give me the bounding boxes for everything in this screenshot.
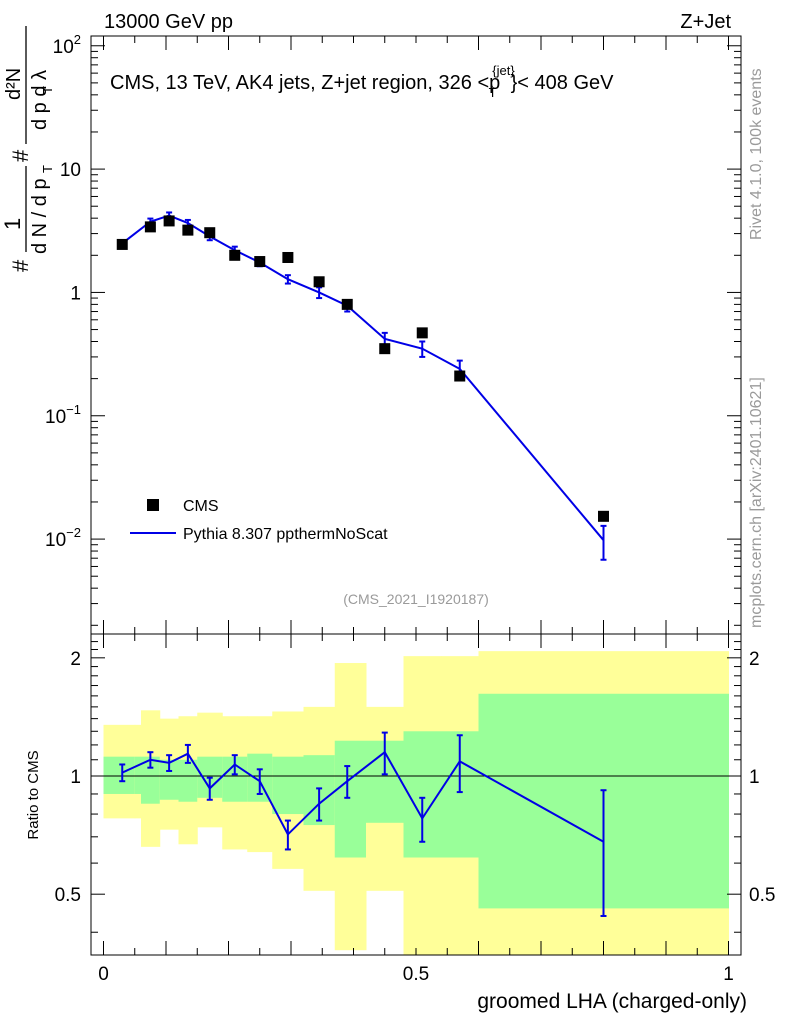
ratio-band-inner: [272, 756, 304, 815]
ratio-xtick-label: 0: [98, 964, 109, 985]
cms-data-point: [313, 276, 325, 288]
legend-cms-label: CMS: [183, 498, 219, 515]
rivet-label: Rivet 4.1.0, 100k events: [748, 68, 765, 240]
cms-data-point: [379, 343, 391, 355]
cms-data-point: [229, 249, 241, 261]
cms-data-point: [163, 215, 175, 227]
main-title-text: CMS, 13 TeV, AK4 jets, Z+jet region, 326…: [110, 72, 500, 94]
mcplots-label: mcplots.cern.ch [arXiv:2401.10621]: [748, 377, 765, 628]
ratio-ytick-label-right: 1: [749, 767, 760, 788]
header-right-label: Z+Jet: [680, 11, 731, 33]
cms-data-point: [204, 227, 216, 239]
ratio-xtick-label: 0.5: [403, 964, 429, 985]
ratio-ytick-label-left: 0.5: [55, 885, 81, 906]
legend: CMS Pythia 8.307 ppthermNoScat: [130, 498, 388, 543]
cms-data-point: [282, 251, 294, 263]
cms-data-point: [144, 221, 156, 233]
main-ytick-label: 10−1: [45, 402, 81, 428]
main-ytick-label: 1: [70, 283, 81, 304]
ratio-mc-line: [121, 750, 604, 843]
ratio-ytick-label-left: 1: [70, 767, 81, 788]
ylabel-frac1-den: d N / d p: [29, 178, 51, 254]
ratio-ytick-label-right: 0.5: [749, 885, 775, 906]
ratio-band-inner: [178, 759, 198, 802]
main-title-tail: }< 408 GeV: [511, 72, 615, 94]
x-axis-label: groomed LHA (charged-only): [477, 990, 747, 1013]
cms-data-point: [254, 256, 266, 268]
main-ytick-label: 10−2: [45, 525, 81, 551]
main-frame: [90, 35, 742, 635]
cms-data-point: [341, 298, 353, 310]
analysis-id: (CMS_2021_I1920187): [343, 591, 489, 607]
cms-data-point: [598, 510, 609, 522]
main-title-sup: {jet}: [492, 63, 515, 78]
cms-data-point: [454, 370, 466, 382]
ylabel-frac2-den: d p d λ: [29, 70, 51, 130]
main-title-sub: T: [489, 85, 497, 100]
ratio-band-inner: [103, 756, 136, 794]
mc-line: [121, 214, 605, 541]
legend-cms-marker: [147, 499, 159, 511]
cms-data-point: [116, 238, 128, 250]
main-panel: 10−2 10−1 1 10 102 CMS, 13 TeV, AK4 jets, Z+…: [0, 26, 742, 635]
ylabel-sub-t1: T: [40, 165, 55, 173]
ylabel-sub-t2: T: [40, 86, 55, 94]
ratio-band-inner: [141, 756, 161, 804]
ratio-band-inner: [334, 740, 367, 858]
cms-data-point: [182, 224, 194, 236]
ylabel-frac1-num: 1: [0, 218, 25, 230]
ratio-ytick-label-left: 2: [70, 649, 81, 670]
main-ytick-label: 102: [53, 32, 81, 58]
main-title: CMS, 13 TeV, AK4 jets, Z+jet region, 326…: [110, 63, 614, 100]
ratio-panel: 0.5 0.5 1 1 2 2 0 0.5 1 Ratio to CMS: [25, 633, 775, 985]
ylabel-frac2-num: d²N: [3, 68, 25, 100]
ylabel-hash-2: #: [8, 149, 33, 162]
ratio-band-inner: [134, 756, 142, 794]
main-ytick-label: 10: [60, 160, 81, 181]
ylabel-hash-1: #: [8, 259, 33, 272]
ratio-xtick-label: 1: [723, 964, 734, 985]
main-ylabel: # 1 d N / d p T # d²N d p d λ T: [0, 26, 55, 272]
ratio-band-inner: [159, 759, 179, 800]
header-left-label: 13000 GeV pp: [104, 11, 233, 33]
ratio-ylabel: Ratio to CMS: [25, 750, 42, 839]
cms-data-point: [416, 327, 428, 339]
legend-mc-label: Pythia 8.307 ppthermNoScat: [183, 526, 388, 543]
ratio-ytick-label-right: 2: [749, 649, 760, 670]
